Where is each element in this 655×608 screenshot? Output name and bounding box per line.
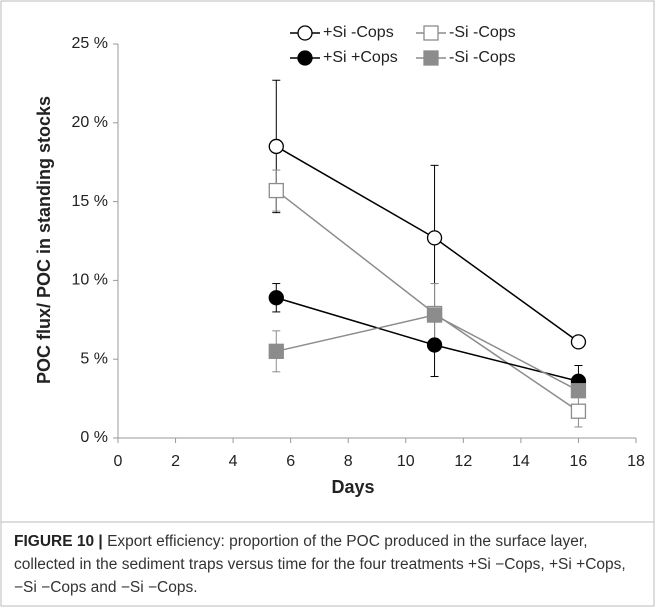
legend-label: -Si -Cops <box>449 49 516 66</box>
x-tick-label: 14 <box>512 453 530 470</box>
legend-label: -Si -Cops <box>449 24 516 41</box>
series-line <box>276 314 579 392</box>
x-axis-label: Days <box>331 477 374 497</box>
x-tick-label: 16 <box>570 453 588 470</box>
legend-marker <box>297 25 313 41</box>
caption: FIGURE 10 | Export efficiency: proportio… <box>14 530 642 599</box>
legend-label: +Si -Cops <box>323 24 394 41</box>
marker <box>268 290 284 306</box>
legend-label: +Si +Cops <box>323 49 398 66</box>
x-tick-label: 12 <box>454 453 472 470</box>
caption-label: FIGURE 10 | <box>14 533 103 550</box>
x-tick-label: 6 <box>286 453 295 470</box>
x-tick-label: 0 <box>114 453 123 470</box>
x-tick-label: 10 <box>397 453 415 470</box>
legend-marker <box>297 50 313 66</box>
legend-marker <box>423 50 439 66</box>
x-tick-label: 4 <box>229 453 238 470</box>
y-tick-label: 5 % <box>80 350 108 367</box>
marker <box>570 403 587 419</box>
x-tick-label: 2 <box>171 453 180 470</box>
y-axis-label: POC flux/ POC in standing stocks <box>34 96 54 384</box>
legend-marker <box>423 25 439 41</box>
x-tick-label: 8 <box>344 453 353 470</box>
marker <box>426 230 443 246</box>
marker <box>268 343 284 359</box>
y-tick-label: 20 % <box>72 114 108 131</box>
caption-text: Export efficiency: proportion of the POC… <box>14 533 626 596</box>
marker <box>570 334 587 350</box>
marker <box>268 138 284 155</box>
y-tick-label: 25 % <box>72 35 108 52</box>
y-tick-label: 0 % <box>80 429 108 446</box>
y-tick-label: 10 % <box>72 272 108 289</box>
y-tick-label: 15 % <box>72 193 108 210</box>
marker <box>426 307 443 323</box>
marker <box>570 383 587 399</box>
x-tick-label: 18 <box>627 453 645 470</box>
marker <box>268 182 284 199</box>
marker <box>426 337 443 353</box>
series-line <box>275 189 579 412</box>
